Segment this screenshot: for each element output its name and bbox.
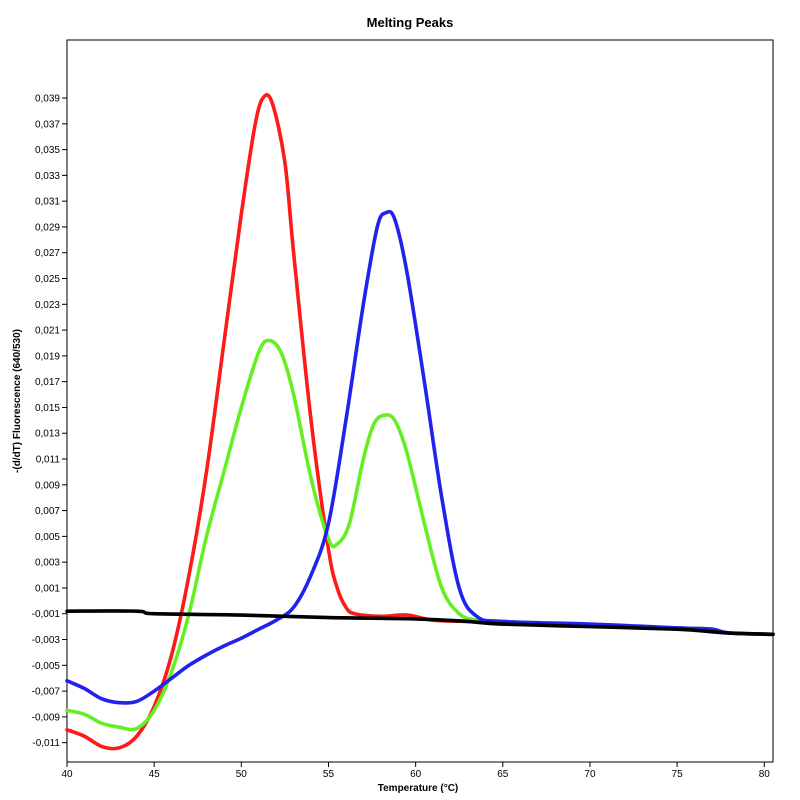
axis-ticks: -0,011 -0,009 -0,007 -0,005 -0,003 -0,001 0,00… <box>32 94 771 780</box>
plot-frame <box>66 39 774 763</box>
x-tick-label: 80 <box>759 769 771 780</box>
y-tick-label: 0,029 <box>35 222 60 233</box>
x-tick-label: 50 <box>236 769 248 780</box>
y-tick-label: -0,005 <box>32 661 61 672</box>
y-tick-label: 0,037 <box>35 119 60 130</box>
series-line-3 <box>65 609 775 637</box>
y-axis-title: -(d/dT) Fluorescence (640/530) <box>12 329 23 473</box>
y-tick-label: -0,009 <box>32 712 61 723</box>
x-tick-label: 70 <box>584 769 596 780</box>
y-tick-label: 0,019 <box>35 351 60 362</box>
y-tick-label: 0,009 <box>35 480 60 491</box>
y-tick-label: 0,033 <box>35 171 60 182</box>
x-tick-label: 65 <box>497 769 509 780</box>
y-tick-label: 0,021 <box>35 326 60 337</box>
y-tick-label: 0,003 <box>35 558 60 569</box>
x-tick-label: 60 <box>410 769 422 780</box>
y-tick-label: 0,017 <box>35 377 60 388</box>
y-tick-label: 0,025 <box>35 274 60 285</box>
x-tick-label: 45 <box>149 769 161 780</box>
y-tick-label: -0,007 <box>32 687 61 698</box>
y-tick-label: 0,023 <box>35 300 60 311</box>
y-tick-label: 0,007 <box>35 506 60 517</box>
x-tick-label: 55 <box>323 769 335 780</box>
x-tick-label: 40 <box>61 769 73 780</box>
y-tick-label: -0,001 <box>32 609 61 620</box>
y-tick-label: 0,031 <box>35 197 60 208</box>
y-tick-label: 0,005 <box>35 532 60 543</box>
y-tick-label: 0,001 <box>35 583 60 594</box>
x-axis-title: Temperature (°C) <box>378 783 459 794</box>
y-tick-label: -0,011 <box>32 738 60 749</box>
y-tick-label: 0,013 <box>35 429 60 440</box>
y-tick-label: 0,011 <box>36 455 61 466</box>
y-tick-label: 0,039 <box>35 94 60 105</box>
chart-title: Melting Peaks <box>367 15 454 30</box>
y-tick-label: -0,003 <box>32 635 61 646</box>
y-tick-label: 0,015 <box>35 403 60 414</box>
x-tick-label: 75 <box>672 769 684 780</box>
series-line-2 <box>65 209 775 705</box>
y-tick-label: 0,035 <box>35 145 60 156</box>
series-group <box>65 93 775 751</box>
y-tick-label: 0,027 <box>35 248 60 259</box>
